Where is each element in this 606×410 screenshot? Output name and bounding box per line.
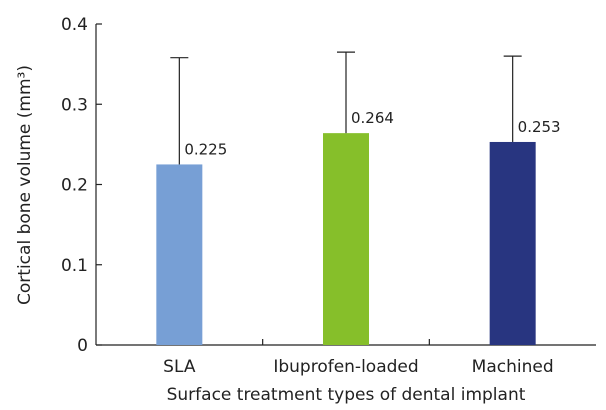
x-tick-label: SLA — [163, 357, 196, 377]
bar — [323, 133, 369, 345]
y-tick-label: 0.2 — [61, 176, 88, 196]
x-tick-label: Machined — [472, 357, 554, 377]
y-tick-label: 0.4 — [61, 15, 88, 35]
data-label: 0.264 — [351, 109, 394, 127]
x-tick-label: Ibuprofen-loaded — [273, 357, 418, 377]
y-axis: 0 0.1 0.2 0.3 0.4 — [61, 15, 102, 356]
y-tick-label: 0 — [77, 336, 88, 356]
y-axis-title: Cortical bone volume (mm³) — [15, 65, 35, 305]
y-tick-label: 0.3 — [61, 95, 88, 115]
bar — [489, 141, 536, 345]
x-axis: SLA Ibuprofen-loaded Machined — [96, 339, 596, 377]
y-tick-label: 0.1 — [61, 256, 88, 276]
bars-group — [156, 133, 536, 345]
x-axis-title: Surface treatment types of dental implan… — [167, 385, 526, 405]
bar — [156, 164, 203, 345]
data-label: 0.225 — [184, 140, 227, 158]
error-bars-group — [170, 51, 522, 165]
data-labels-group: 0.225 0.264 0.253 — [184, 109, 560, 158]
data-label: 0.253 — [518, 118, 561, 136]
